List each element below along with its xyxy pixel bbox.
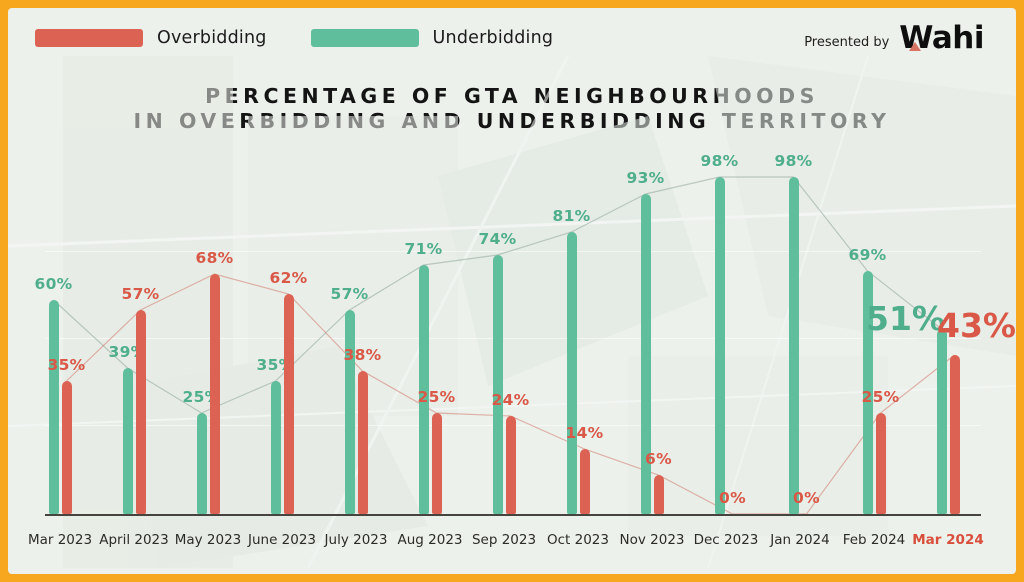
x-axis-label: June 2023	[247, 532, 317, 548]
x-axis-label: Jan 2024	[770, 532, 830, 548]
bar-underbidding	[196, 413, 207, 514]
plot-area: 60% 35% 39% 57% 25% 68% 35% 62% 57% 38% 71% 25% 74% 2…	[34, 152, 1016, 515]
chart-title-line1: PERCENTAGE OF GTA NEIGHBOURHOODS	[205, 84, 819, 108]
value-label-underbidding: 35%	[256, 356, 295, 374]
bar-underbidding	[492, 255, 503, 514]
value-label-underbidding: 51%	[866, 299, 945, 338]
bar-overbidding	[135, 310, 146, 514]
bar-overbidding	[357, 371, 368, 514]
gridline	[45, 338, 981, 339]
x-axis-labels: Mar 2023 April 2023 May 2023 June 2023 July …	[28, 532, 984, 556]
bar-overbidding	[283, 294, 294, 514]
header: Overbidding Underbidding Presented by Wa…	[8, 8, 1016, 64]
x-axis-label: Feb 2024	[842, 532, 906, 548]
bar-overbidding	[61, 381, 72, 514]
bar-underbidding	[418, 265, 429, 514]
value-label-underbidding: 71%	[404, 240, 443, 258]
value-label-underbidding: 39%	[108, 343, 147, 361]
legend-swatch-underbidding	[310, 29, 419, 47]
value-label-overbidding: 68%	[195, 249, 234, 267]
bar-overbidding	[431, 413, 442, 514]
legend-swatch-overbidding	[35, 29, 143, 47]
map-background	[8, 56, 1016, 568]
legend-label-overbidding: Overbidding	[157, 28, 267, 48]
value-label-overbidding: 25%	[417, 388, 456, 406]
value-label-underbidding: 25%	[182, 388, 221, 406]
bar-underbidding	[788, 177, 799, 514]
x-axis-label: Sep 2023	[471, 532, 537, 548]
x-axis-label: Mar 2024	[912, 532, 984, 548]
x-axis-label: Mar 2023	[27, 532, 93, 548]
value-label-underbidding: 93%	[626, 169, 665, 187]
bar-underbidding	[640, 194, 651, 514]
bar-underbidding	[714, 177, 725, 514]
value-label-underbidding: 81%	[552, 207, 591, 225]
bar-overbidding	[579, 449, 590, 514]
x-axis-label: July 2023	[324, 532, 388, 548]
value-label-overbidding: 25%	[861, 388, 900, 406]
value-label-overbidding: 0%	[793, 489, 820, 507]
bar-overbidding	[505, 416, 516, 514]
value-label-overbidding: 0%	[719, 489, 746, 507]
legend: Overbidding Underbidding	[35, 28, 553, 48]
wahi-logo: Wahi	[899, 20, 984, 56]
value-label-overbidding: 6%	[645, 450, 672, 468]
value-label-underbidding: 98%	[774, 152, 813, 170]
legend-label-underbidding: Underbidding	[432, 28, 554, 48]
bar-underbidding	[936, 329, 947, 514]
value-label-overbidding: 35%	[47, 356, 86, 374]
gridline	[45, 251, 981, 252]
bar-underbidding	[122, 368, 133, 514]
x-axis-label: Nov 2023	[619, 532, 685, 548]
infographic-canvas: Overbidding Underbidding Presented by Wa…	[8, 8, 1016, 574]
x-axis-label: Aug 2023	[397, 532, 463, 548]
x-axis-line	[45, 514, 981, 516]
value-label-underbidding: 60%	[34, 275, 73, 293]
x-axis-label: May 2023	[174, 532, 242, 548]
presented-by-text: Presented by	[804, 34, 890, 50]
bar-overbidding	[949, 355, 960, 514]
wahi-house-triangle-icon	[909, 42, 922, 51]
bar-underbidding	[48, 300, 59, 514]
x-axis-label: Dec 2023	[693, 532, 759, 548]
bar-overbidding	[653, 475, 664, 514]
x-axis-label: Oct 2023	[547, 532, 609, 548]
value-label-underbidding: 57%	[330, 285, 369, 303]
value-label-underbidding: 69%	[848, 246, 887, 264]
bar-underbidding	[566, 232, 577, 514]
value-label-overbidding: 57%	[121, 285, 160, 303]
value-label-overbidding: 38%	[343, 346, 382, 364]
value-label-underbidding: 98%	[700, 152, 739, 170]
bar-underbidding	[344, 310, 355, 514]
value-label-overbidding: 62%	[269, 269, 308, 287]
value-label-overbidding: 14%	[565, 424, 604, 442]
x-axis-label: April 2023	[99, 532, 169, 548]
value-label-underbidding: 74%	[478, 230, 517, 248]
bar-underbidding	[862, 271, 873, 514]
bar-overbidding	[875, 413, 886, 514]
value-label-overbidding: 43%	[937, 306, 1016, 345]
value-label-overbidding: 24%	[491, 391, 530, 409]
attribution: Presented by Wahi	[804, 20, 984, 56]
bar-underbidding	[270, 381, 281, 514]
bar-overbidding	[209, 274, 220, 514]
